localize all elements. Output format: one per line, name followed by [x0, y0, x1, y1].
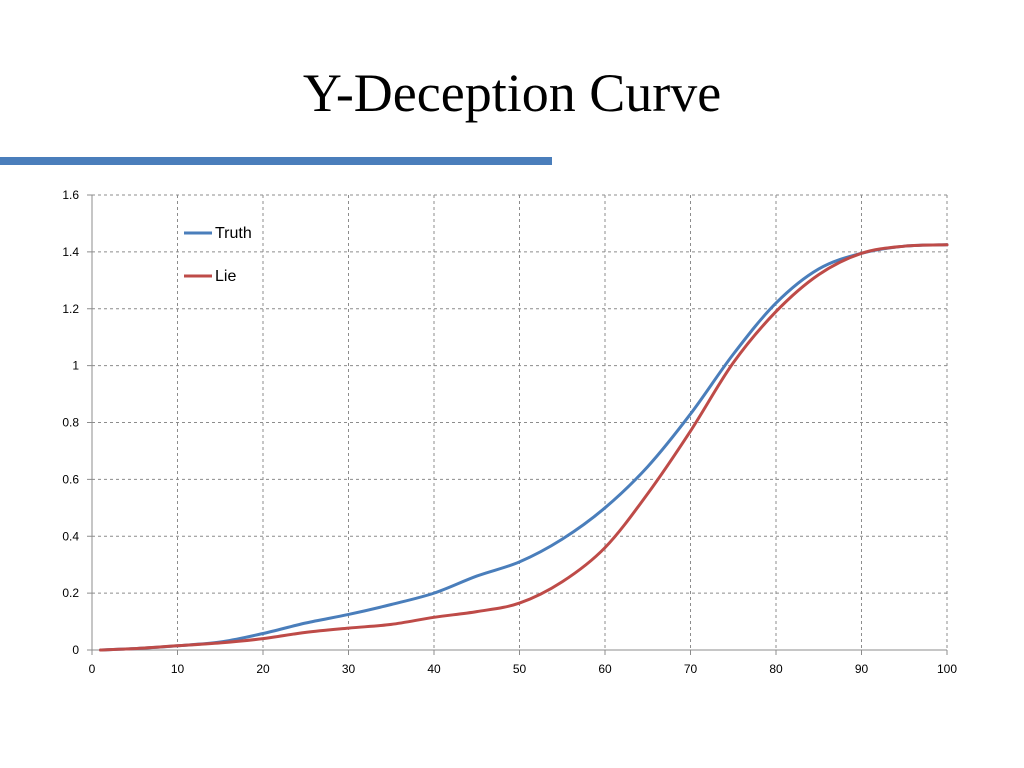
x-tick-label: 60 — [598, 662, 612, 676]
title-rule — [0, 157, 552, 165]
x-tick-label: 70 — [684, 662, 698, 676]
y-tick-label: 0.2 — [62, 586, 79, 600]
x-tick-label: 20 — [256, 662, 270, 676]
series-lines — [99, 243, 949, 652]
y-tick-label: 0.8 — [62, 416, 79, 430]
x-tick-label: 10 — [171, 662, 185, 676]
series-line-truth — [99, 243, 949, 652]
y-tick-label: 1.4 — [62, 245, 79, 259]
x-tick-label: 80 — [769, 662, 783, 676]
legend: Truth Lie — [184, 225, 252, 285]
y-tick-label: 0.6 — [62, 472, 79, 486]
legend-label-lie: Lie — [215, 268, 236, 285]
series-line-lie — [99, 243, 949, 652]
y-tick-label: 1.6 — [62, 188, 79, 202]
x-tick-label: 0 — [89, 662, 96, 676]
slide-title: Y-Deception Curve — [302, 63, 722, 123]
x-tick-label: 30 — [342, 662, 356, 676]
x-tick-label: 40 — [427, 662, 441, 676]
y-tick-label: 0 — [72, 643, 79, 657]
axes: 0 10 20 30 40 50 60 70 80 90 100 0 0.2 0.4 0.6 0.8 1 1.2 1… — [62, 188, 957, 676]
x-tick-label: 100 — [937, 662, 957, 676]
grid — [92, 194, 948, 650]
y-tick-label: 1 — [72, 359, 79, 373]
y-tick-label: 0.4 — [62, 529, 79, 543]
y-tick-label: 1.2 — [62, 302, 79, 316]
legend-label-truth: Truth — [215, 225, 252, 242]
x-tick-label: 50 — [513, 662, 527, 676]
x-tick-label: 90 — [855, 662, 869, 676]
